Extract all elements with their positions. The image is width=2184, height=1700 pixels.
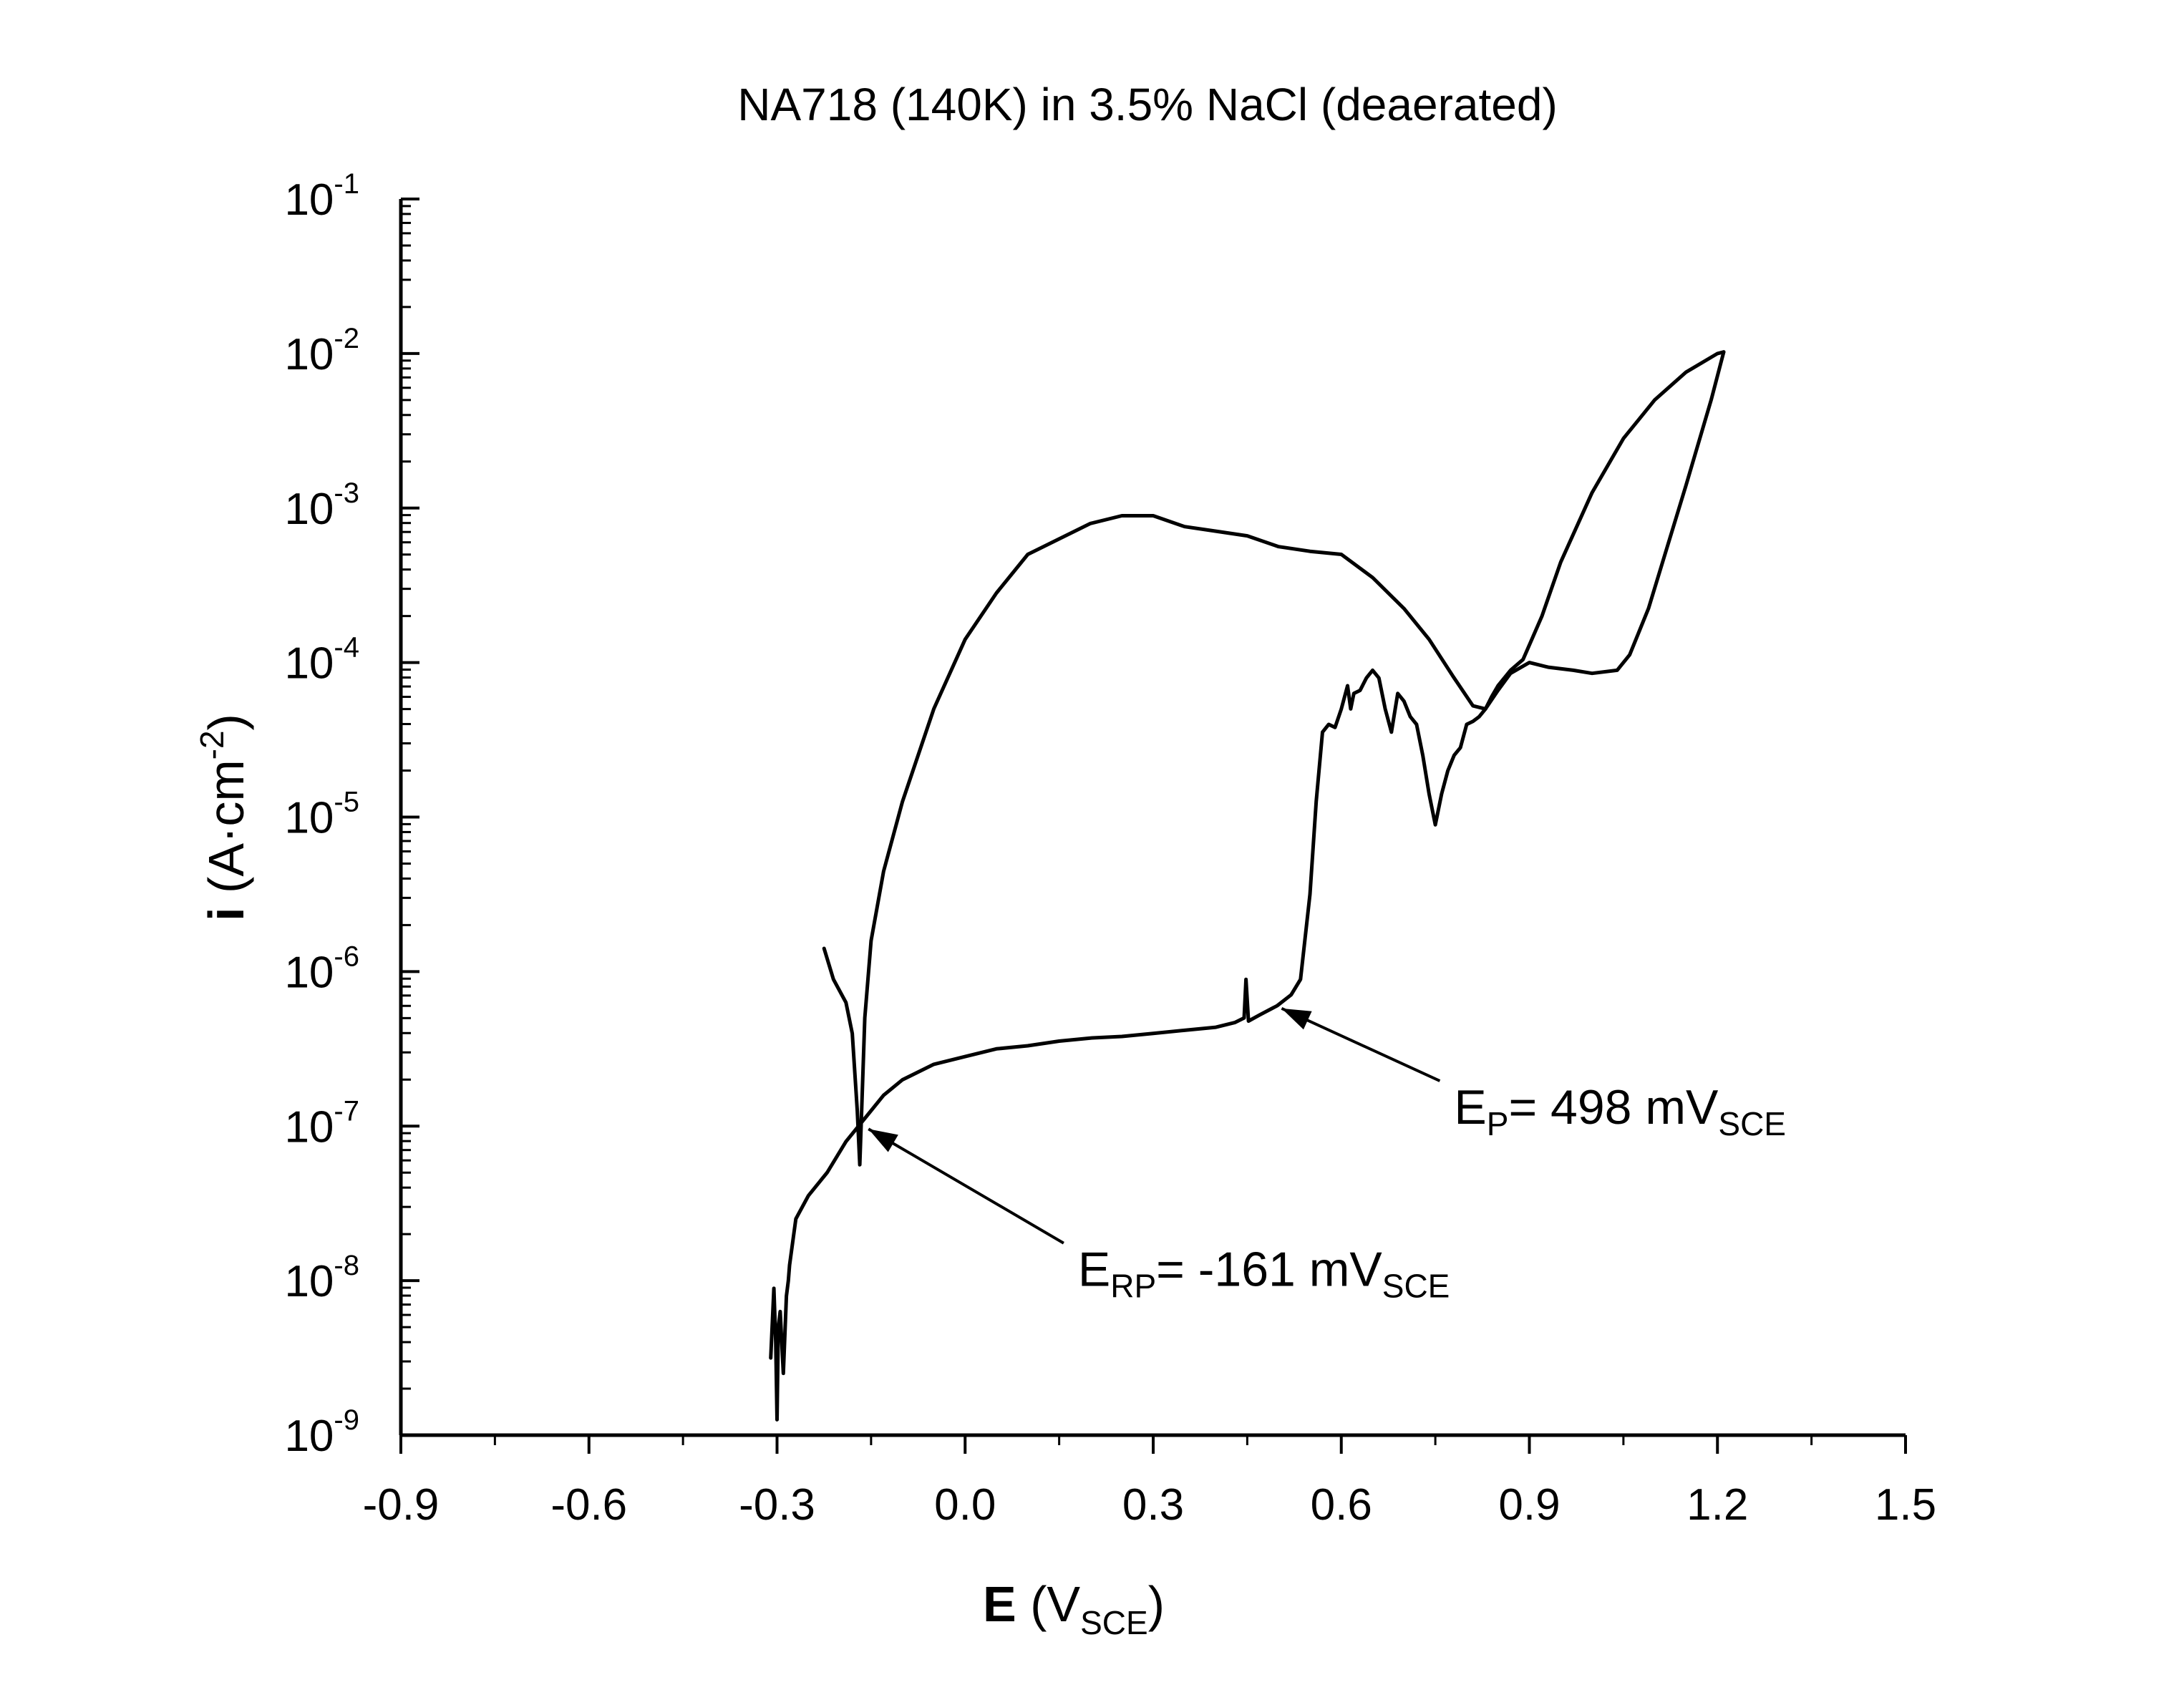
y-axis-title-open: (A·cm bbox=[198, 759, 254, 907]
y-axis-title-sup: -2 bbox=[193, 730, 230, 759]
annotation-label: ERP= -161 mVSCE bbox=[1078, 1243, 1450, 1305]
y-axis-title: i (A·cm-2) bbox=[193, 714, 254, 921]
annotation-arrow-line bbox=[1281, 1007, 1441, 1082]
x-tick-label: -0.3 bbox=[739, 1480, 815, 1530]
series-line-reverse-scan bbox=[822, 350, 1726, 1167]
annotations: EP= 498 mVSCE ERP= -161 mVSCE bbox=[868, 1007, 1786, 1305]
y-tick-label: 10-6 bbox=[284, 941, 359, 997]
x-tick-label: 1.2 bbox=[1686, 1480, 1748, 1530]
series-group bbox=[769, 350, 1726, 1422]
x-tick-label: -0.9 bbox=[363, 1480, 440, 1530]
annotation-label: EP= 498 mVSCE bbox=[1454, 1080, 1786, 1142]
y-tick-label: 10-4 bbox=[284, 632, 359, 689]
x-tick-label: -0.6 bbox=[550, 1480, 627, 1530]
y-ticks: 10-9 10-8 10-7 10-6 10-5 10-4 10-3 10-2 10-1 bbox=[284, 168, 419, 1461]
x-ticks: -0.9 -0.6 -0.3 0.0 0.3 0.6 0.9 1.2 1.5 bbox=[363, 1435, 1936, 1530]
x-axis-title: E (VSCE) bbox=[983, 1576, 1165, 1641]
annotation-arrow-head bbox=[1281, 1008, 1312, 1030]
x-tick-label: 0.9 bbox=[1498, 1480, 1560, 1530]
x-tick-label: 1.5 bbox=[1875, 1480, 1936, 1530]
x-tick-label: 0.3 bbox=[1122, 1480, 1184, 1530]
y-tick-label: 10-1 bbox=[284, 168, 359, 225]
y-axis-title-close: ) bbox=[198, 714, 254, 730]
y-tick-label: 10-3 bbox=[284, 477, 359, 534]
y-tick-label: 10-7 bbox=[284, 1095, 359, 1152]
x-tick-label: 0.0 bbox=[934, 1480, 996, 1530]
chart-title: NA718 (140K) in 3.5% NaCl (deaerated) bbox=[737, 79, 1558, 130]
x-axis-title-main: E bbox=[983, 1576, 1016, 1632]
x-axis-title-open: (V bbox=[1016, 1576, 1081, 1632]
annotation-arrow-head bbox=[868, 1129, 898, 1152]
x-axis-title-sub: SCE bbox=[1080, 1604, 1148, 1641]
y-tick-label: 10-2 bbox=[284, 323, 359, 379]
x-tick-label: 0.6 bbox=[1311, 1480, 1372, 1530]
x-axis-title-close: ) bbox=[1148, 1576, 1165, 1632]
y-axis-title-main: i bbox=[198, 907, 254, 921]
series-line-forward-scan bbox=[769, 350, 1726, 1422]
y-tick-label: 10-8 bbox=[284, 1250, 359, 1306]
y-tick-label: 10-9 bbox=[284, 1404, 359, 1461]
axes bbox=[399, 199, 1906, 1437]
y-tick-label: 10-5 bbox=[284, 787, 359, 843]
annotation-arrow-line bbox=[868, 1127, 1064, 1245]
